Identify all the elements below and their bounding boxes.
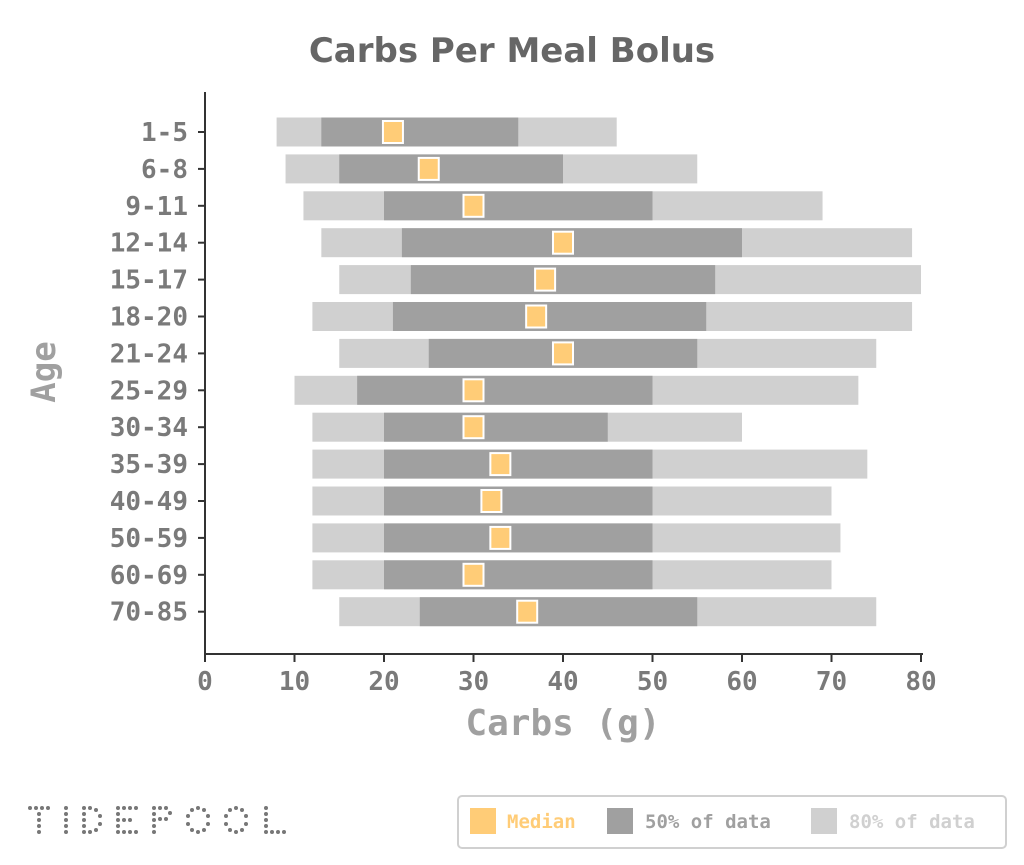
x-axis-label: Carbs (g) (465, 703, 660, 744)
y-axis-label: Age (24, 341, 64, 402)
y-tick-label-12-14: 12-14 (110, 229, 188, 259)
x-tick-label-70: 70 (816, 667, 847, 697)
bar-50-50-59 (384, 523, 653, 553)
bar-50-9-11 (384, 191, 653, 221)
bar-50-60-69 (384, 560, 653, 590)
y-tick-label-50-59: 50-59 (110, 524, 188, 554)
y-tick-label-21-24: 21-24 (110, 339, 188, 369)
logo-letter-o2 (224, 806, 248, 834)
x-ticks: 0 10 20 30 40 50 60 70 80 (197, 654, 937, 697)
median-marker-6-8 (417, 156, 440, 181)
legend-label-median: Median (507, 811, 576, 833)
median-marker-30-34 (462, 415, 485, 440)
legend-swatch-50 (607, 808, 633, 834)
y-tick-label-35-39: 35-39 (110, 450, 188, 480)
bar-50-18-20 (392, 302, 707, 331)
median-marker-9-11 (462, 193, 485, 218)
legend: Median 50% of data 80% of data (457, 795, 1007, 849)
logo-letter-l (264, 806, 286, 834)
x-tick-label-30: 30 (458, 667, 489, 697)
median-marker-1-5 (381, 120, 404, 144)
y-tick-label-30-34: 30-34 (110, 413, 188, 443)
logo-letter-i (64, 806, 68, 834)
median-marker-18-20 (525, 304, 548, 329)
bar-50-25-29 (357, 375, 653, 405)
logo-letter-t (28, 806, 50, 834)
logo-letter-o1 (186, 806, 210, 834)
legend-label-80: 80% of data (849, 811, 975, 833)
legend-label-50: 50% of data (645, 811, 771, 833)
y-tick-label-40-49: 40-49 (110, 487, 188, 517)
median-markers (381, 120, 574, 624)
x-tick-label-60: 60 (726, 667, 757, 697)
x-tick-label-80: 80 (905, 667, 936, 697)
median-marker-35-39 (489, 452, 512, 477)
logo-letter-d (82, 806, 102, 834)
legend-swatch-median (470, 808, 496, 834)
logo-letter-e (116, 806, 138, 834)
y-tick-label-25-29: 25-29 (110, 376, 188, 406)
x-tick-label-50: 50 (637, 667, 668, 697)
x-tick-label-10: 10 (279, 667, 310, 697)
y-ticks: 1-5 6-8 9-11 12-14 15-17 18-20 21-24 25-29 30-34… (110, 118, 205, 628)
y-tick-label-1-5: 1-5 (141, 118, 188, 148)
tidepool-logo (28, 806, 286, 834)
x-tick-label-20: 20 (368, 667, 399, 697)
median-marker-15-17 (534, 267, 557, 292)
bar-50-6-8 (339, 154, 563, 184)
x-tick-label-0: 0 (197, 667, 213, 697)
bar-50-70-85 (419, 597, 698, 627)
bars-50-percent (321, 117, 742, 627)
y-tick-label-9-11: 9-11 (125, 192, 188, 222)
median-marker-21-24 (552, 341, 574, 366)
bar-50-35-39 (384, 449, 653, 479)
median-marker-12-14 (552, 230, 574, 255)
bar-50-30-34 (384, 412, 608, 442)
logo-letter-p (152, 806, 172, 834)
chart-title: Carbs Per Meal Bolus (309, 31, 715, 71)
median-marker-70-85 (516, 599, 539, 624)
y-tick-label-6-8: 6-8 (141, 155, 188, 185)
legend-box (457, 795, 1007, 849)
bar-50-1-5 (321, 117, 519, 147)
y-tick-label-70-85: 70-85 (110, 598, 188, 628)
y-tick-label-60-69: 60-69 (110, 561, 188, 591)
bar-50-15-17 (410, 265, 716, 295)
x-tick-label-40: 40 (547, 667, 578, 697)
median-marker-60-69 (462, 562, 485, 587)
bar-50-40-49 (384, 486, 653, 516)
legend-swatch-80 (811, 808, 837, 834)
median-marker-25-29 (462, 378, 485, 403)
y-tick-label-18-20: 18-20 (110, 303, 188, 333)
median-marker-40-49 (480, 489, 503, 513)
y-tick-label-15-17: 15-17 (110, 266, 188, 296)
median-marker-50-59 (489, 525, 512, 550)
